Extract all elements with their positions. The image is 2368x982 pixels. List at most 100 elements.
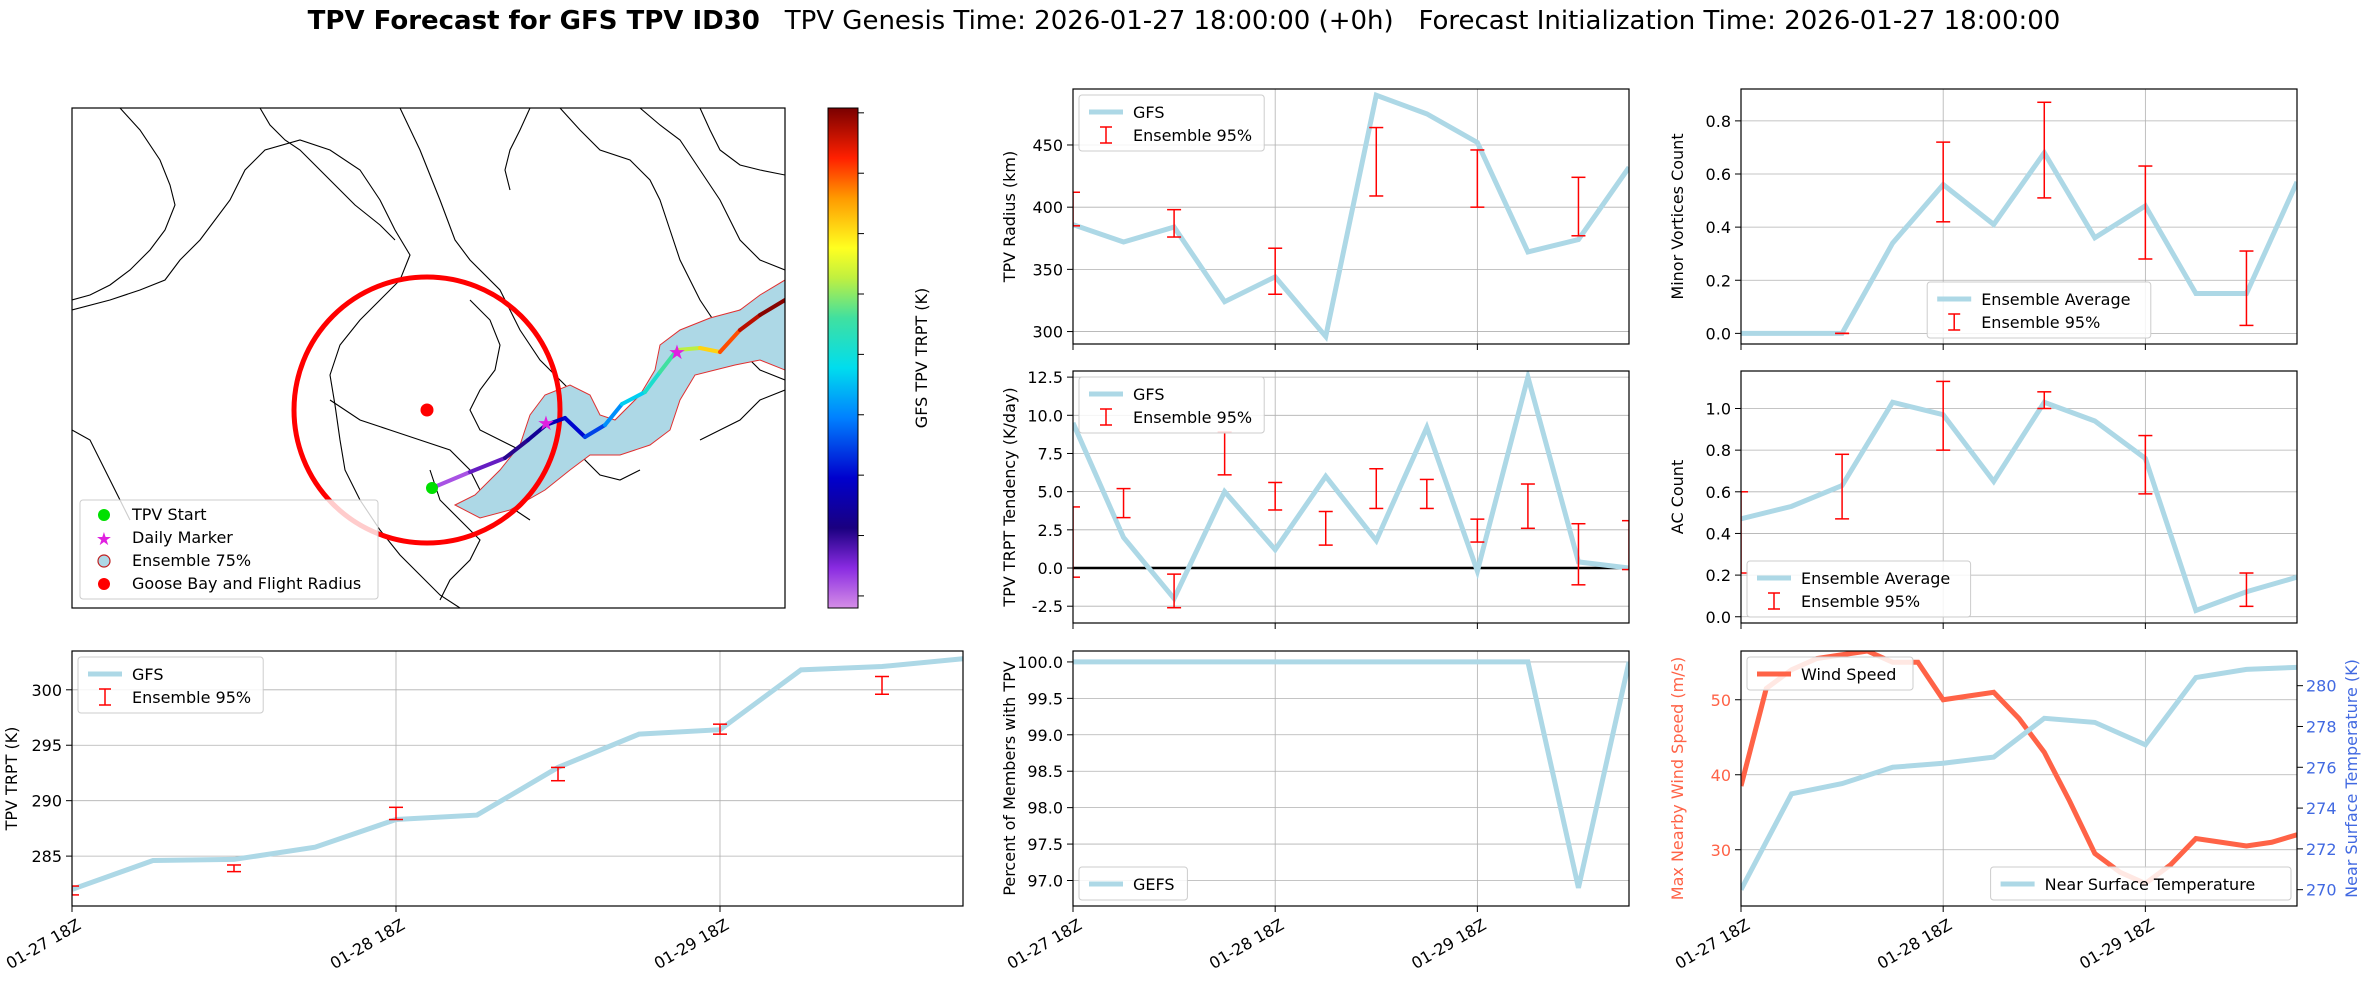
errorbar — [1268, 247, 1283, 295]
chart-legend: GFS Ensemble 95% — [77, 656, 264, 714]
chart-legend: Ensemble Average Ensemble 95% — [1926, 281, 2152, 339]
axes-frame — [1072, 650, 1630, 907]
errorbar — [875, 675, 889, 695]
y2-tick-label: 270 — [2306, 881, 2337, 900]
y-tick-label: 1.0 — [1706, 399, 1731, 418]
map-legend-label: Goose Bay and Flight Radius — [132, 574, 361, 593]
y-tick-label: 300 — [1032, 323, 1063, 342]
x-tick-label: 01-27 18Z — [1004, 915, 1085, 973]
daily-marker: ★ — [537, 411, 555, 435]
y-axis-label: TPV Radius (km) — [1000, 151, 1019, 284]
y2-axis-label: Near Surface Temperature (K) — [2342, 659, 2361, 898]
y-tick-label: 97.0 — [1027, 872, 1063, 891]
x-tick-label: 01-27 18Z — [3, 915, 84, 973]
errorbar — [1741, 491, 1748, 574]
series-group — [1073, 371, 1629, 609]
y-tick-label: 98.5 — [1027, 762, 1063, 781]
x-tick-label: 01-27 18Z — [1672, 915, 1753, 973]
errorbar — [1520, 483, 1535, 530]
errorbar — [1116, 487, 1131, 519]
axes-frame — [1740, 650, 2298, 907]
y-tick-label: 12.5 — [1027, 368, 1063, 387]
ensemble-75-area — [453, 279, 785, 519]
legend-label: Ensemble 95% — [1801, 592, 1920, 611]
map-legend-label: Daily Marker — [132, 528, 233, 547]
series-line-gfs — [1073, 91, 1629, 343]
y2-tick-label: 272 — [2306, 840, 2337, 859]
chart-wind_temp: 30 40 50 01-27 18Z 01-28 18Z 01-29 18Z Max Nea… — [1668, 650, 2361, 973]
legend-box — [1078, 94, 1265, 152]
errorbar — [1936, 141, 1951, 223]
errorbar — [1470, 518, 1485, 543]
legend-box — [1078, 376, 1265, 434]
y-tick-label: 0.8 — [1706, 441, 1731, 460]
tpv-start-marker — [426, 482, 438, 494]
y-tick-label: 0.0 — [1706, 324, 1731, 343]
goose-bay-marker — [420, 403, 434, 417]
legend-label: Ensemble 95% — [1133, 126, 1252, 145]
track-segment — [583, 423, 607, 439]
track-segment — [563, 416, 587, 439]
legend-box — [1746, 560, 1972, 618]
errorbar — [1470, 149, 1485, 208]
legend-label: Wind Speed — [1801, 665, 1896, 684]
tpv-track — [430, 298, 785, 490]
chart-tendency: -2.5 0.0 2.5 5.0 7.5 10.0 12.5 TPV TRPT Tendenc… — [1000, 368, 1630, 629]
track-segment — [698, 346, 722, 354]
legend-box — [1990, 866, 2292, 901]
errorbar — [713, 723, 727, 735]
flight-radius-circle — [291, 274, 563, 546]
y2-tick-label: 280 — [2306, 677, 2337, 696]
errorbar — [2138, 434, 2153, 495]
legend-box — [77, 656, 264, 714]
track-segment — [643, 370, 662, 394]
y-tick-label: 0.0 — [1706, 608, 1731, 627]
track-segment — [758, 298, 785, 317]
axes-frame — [1740, 88, 2298, 345]
track-segment — [526, 423, 548, 442]
y-tick-label: 0.6 — [1706, 483, 1731, 502]
chart-legend: Ensemble Average Ensemble 95% — [1746, 560, 1972, 618]
chart-ac: 0.0 0.2 0.4 0.6 0.8 1.0 AC Count Ensemble Avera… — [1668, 370, 2298, 629]
track-segment — [658, 348, 679, 374]
y-tick-label: 10.0 — [1027, 406, 1063, 425]
y-tick-label: 100.0 — [1017, 653, 1063, 672]
legend-label: Ensemble 95% — [1133, 408, 1252, 427]
errorbar — [1167, 208, 1182, 238]
errorbar — [1936, 380, 1951, 451]
y-tick-label: 0.2 — [1706, 566, 1731, 585]
series-group — [1741, 380, 2297, 614]
errorbar — [1835, 453, 1850, 520]
errorbar — [1073, 506, 1080, 578]
errorbar — [1419, 478, 1434, 510]
track-segment — [468, 456, 507, 474]
y-tick-label: 285 — [31, 847, 62, 866]
y-axis-label: TPV TRPT Tendency (K/day) — [1000, 387, 1019, 607]
errorbar — [2239, 572, 2254, 608]
legend-box — [1746, 656, 1914, 691]
series-group — [1073, 659, 1629, 889]
series-line-wind-speed — [1741, 651, 2297, 887]
trpt-colorbar: GFS TPV TRPT (K) — [827, 107, 931, 609]
legend-goose-bay-icon — [98, 578, 110, 590]
y-axis-label: TPV TRPT (K) — [2, 727, 21, 832]
x-tick-label: 01-28 18Z — [1206, 915, 1287, 973]
errorbar — [1167, 573, 1182, 609]
chart-radius: 300 350 400 450 TPV Radius (km) GFS Ensemble 9… — [1000, 88, 1630, 350]
axes-frame — [1072, 370, 1630, 624]
track-segment — [718, 328, 742, 354]
chart-legend: GEFS — [1078, 866, 1188, 901]
series-group — [72, 656, 963, 896]
legend-label: GFS — [1133, 103, 1164, 122]
errorbar — [1571, 522, 1586, 586]
colorbar-gradient — [827, 107, 859, 609]
track-segment — [675, 346, 702, 352]
y-tick-label: 0.4 — [1706, 218, 1731, 237]
track-segment — [430, 470, 472, 490]
track-segment — [620, 390, 647, 406]
legend-label: Ensemble 95% — [132, 688, 251, 707]
errorbar — [1369, 126, 1384, 197]
chart-legend: GFS Ensemble 95% — [1078, 94, 1265, 152]
errorbar — [389, 806, 403, 821]
